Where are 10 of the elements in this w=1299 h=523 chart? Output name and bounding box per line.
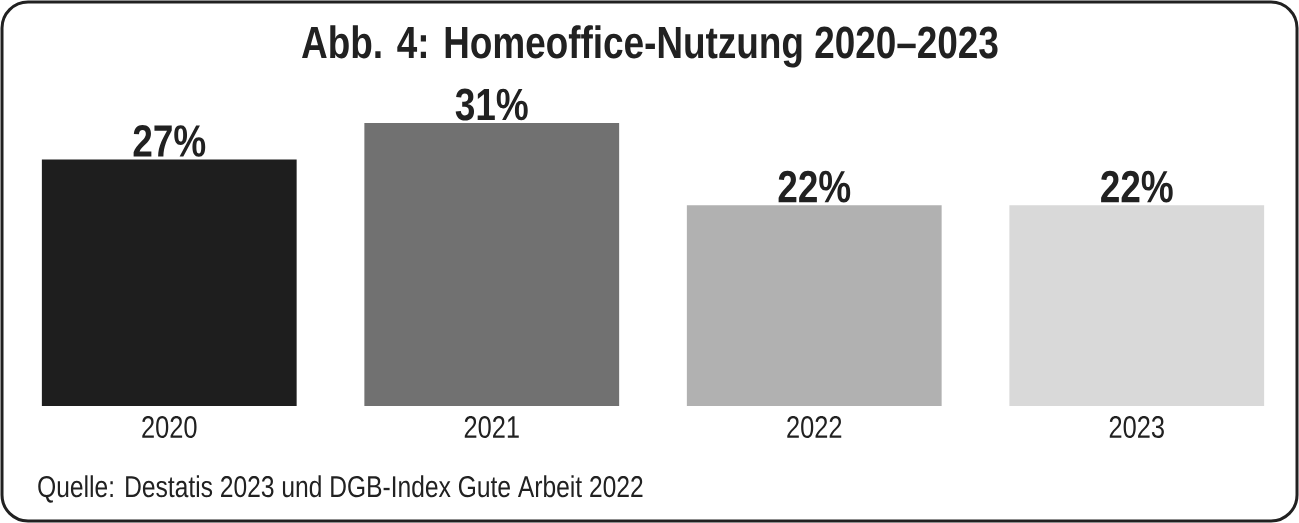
data-label: 22%	[1101, 170, 1173, 203]
x-tick-label: 2022	[787, 416, 842, 439]
source-note: Quelle: Destatis 2023 und DGB-Index Gute Arbeit 2022	[38, 475, 643, 503]
x-tick-label: 2023	[1109, 416, 1164, 439]
data-label: 27%	[133, 125, 206, 157]
x-tick-label: 2020	[142, 416, 197, 439]
data-label: 22%	[778, 170, 851, 203]
data-label: 31%	[455, 88, 528, 121]
x-tick-label: 2021	[464, 416, 519, 439]
chart-title: Abb. 4: Homeoffice-Nutzung 2020–2023	[302, 25, 998, 68]
